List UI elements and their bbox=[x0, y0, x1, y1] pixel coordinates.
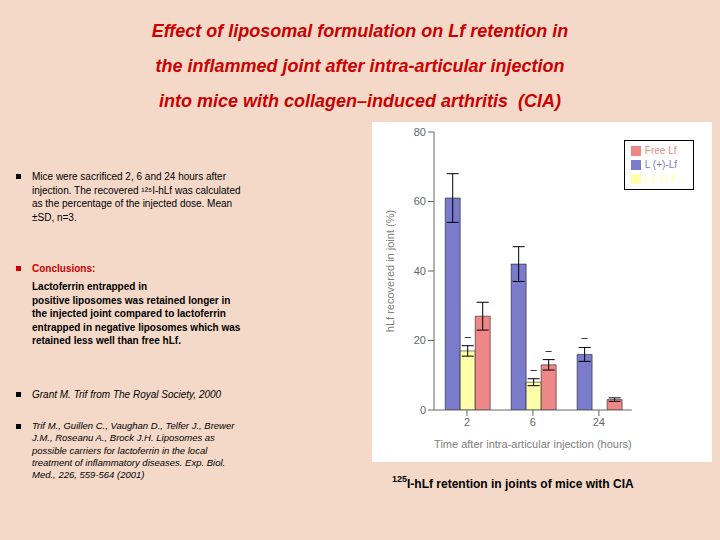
html-text:Trif M., Guillen C., Vaughan D: Trif M., Guillen C., Vaughan D., Telfer … bbox=[32, 420, 235, 481]
html-text:Mice were sacrificed 2, 6 and: Mice were sacrificed 2, 6 and 24 hours a… bbox=[32, 171, 241, 223]
html-text:Conclusions:: Conclusions: bbox=[32, 263, 96, 274]
html-text:L (-)-Lf: L (-)-Lf bbox=[644, 173, 675, 184]
html-text:L (+)-Lf: L (+)-Lf bbox=[644, 159, 677, 170]
html-text:Effect of liposomal formulatio: Effect of liposomal formulation on Lf re… bbox=[151, 21, 569, 41]
html-text:125I-hLf retention in joints o: 125I-hLf retention in joints of mice wit… bbox=[392, 474, 634, 492]
svg-text:80: 80 bbox=[414, 126, 426, 138]
svg-text:6: 6 bbox=[530, 416, 536, 428]
html-text:Lactoferrin entrapped in posit: Lactoferrin entrapped in positive liposo… bbox=[32, 281, 241, 346]
svg-text:–: – bbox=[465, 330, 472, 342]
html-text:the inflammed joint after intr: the inflammed joint after intra-articula… bbox=[155, 56, 565, 76]
svg-text:2: 2 bbox=[464, 416, 470, 428]
svg-text:24: 24 bbox=[593, 416, 605, 428]
svg-text:60: 60 bbox=[414, 195, 426, 207]
svg-text:Time after intra-articular inj: Time after intra-articular injection (ho… bbox=[434, 438, 632, 450]
svg-text:20: 20 bbox=[414, 334, 426, 346]
svg-text:40: 40 bbox=[414, 265, 426, 277]
svg-text:–: – bbox=[582, 331, 589, 343]
html-text:Free Lf: Free Lf bbox=[644, 145, 677, 156]
svg-text:0: 0 bbox=[420, 404, 426, 416]
svg-text:hLf recovered in joint (%): hLf recovered in joint (%) bbox=[384, 210, 396, 332]
html-text:Grant M. Trif from The Royal S: Grant M. Trif from The Royal Society, 20… bbox=[32, 389, 222, 400]
svg-text:–: – bbox=[531, 363, 538, 375]
svg-text:–: – bbox=[546, 344, 553, 356]
html-text:into mice with collagen–induce: into mice with collagen–induced arthriti… bbox=[159, 91, 561, 111]
